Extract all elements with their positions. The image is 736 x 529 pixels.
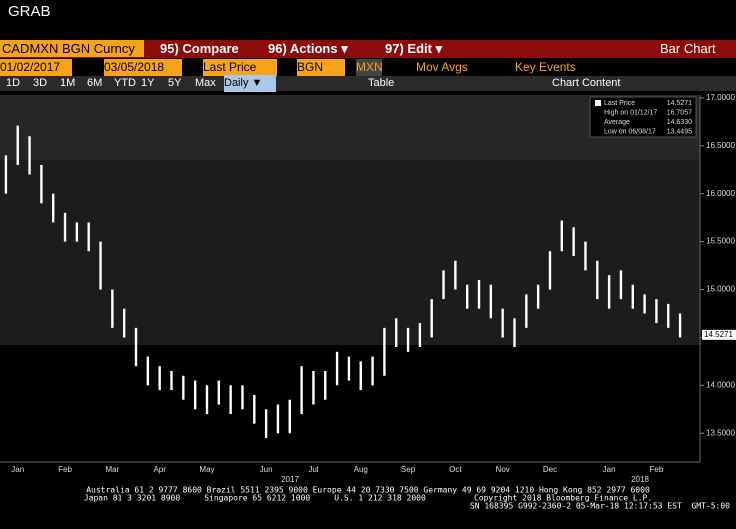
chart-kind: Bar Chart [660,41,716,56]
x-tick-label: Sep [401,465,416,474]
key-events[interactable]: Key Events [515,60,576,74]
y-tick-label: 13.5000 [706,428,735,437]
chart-content-button[interactable]: Chart Content [552,77,621,89]
source-field[interactable]: BGN [297,59,345,76]
y-tick-label: 16.5000 [706,141,735,150]
last-price-tag [702,329,736,340]
footer-line: Japan 81 3 3201 8900 Singapore 65 6212 1… [84,494,652,503]
menu-bar [0,40,736,58]
legend-box [589,96,697,138]
x-tick-label: May [199,465,214,474]
legend-value: 13.4495 [667,128,692,135]
legend-label: High on 01/12/17 [604,109,657,116]
x-tick-label: Jan [603,465,616,474]
x-tick-label: Oct [449,465,462,474]
x-tick-label: Mar [105,465,119,474]
edit-button[interactable]: 97) Edit ▾ [385,41,443,56]
end-date[interactable]: 03/05/2018 [104,59,182,76]
security-field[interactable]: CADMXN BGN Curncy [0,40,144,57]
currency-field[interactable]: MXN [356,59,383,76]
x-tick-label: Nov [496,465,510,474]
table-button[interactable]: Table [368,77,395,89]
last-price-label: 14.5271 [704,330,733,339]
start-date[interactable]: 01/02/2017 [0,59,72,76]
legend-label: Last Price [604,100,635,107]
actions-button[interactable]: 96) Actions ▾ [268,41,348,56]
mov-avgs[interactable]: Mov Avgs [416,60,468,74]
x-tick-label: Dec [543,465,557,474]
period-button[interactable]: 5Y [168,77,182,89]
period-bar [0,76,736,91]
period-button[interactable]: 6M [87,77,103,89]
footer-line: Australia 61 2 9777 8600 Brazil 5511 239… [86,486,650,495]
period-button[interactable]: 3D [33,77,48,89]
footer-line: SN 168395 G992-2360-2 05-Mar-18 12:17:53… [470,502,730,511]
frequency-select[interactable]: Daily ▼ [224,75,276,92]
legend-swatch [595,100,601,106]
y-tick-label: 17.0000 [706,93,735,102]
y-tick-label: 15.5000 [706,237,735,246]
band [0,160,700,345]
legend-value: 16.7057 [667,109,692,116]
x-tick-label: Aug [354,465,368,474]
period-button[interactable]: 1D [6,77,21,89]
x-tick-label: Apr [153,465,166,474]
legend-label: Low on 06/08/17 [604,128,656,135]
x-tick-label: Jul [308,465,318,474]
window-title: GRAB [8,3,51,20]
band [0,95,700,160]
legend-value: 14.5271 [667,100,692,107]
y-tick-label: 14.0000 [706,380,735,389]
legend-value: 14.6330 [667,119,692,126]
legend-label: Average [604,119,630,126]
x-tick-label: Feb [58,465,72,474]
field-select[interactable]: Last Price [203,59,277,76]
period-button[interactable]: 1Y [141,77,155,89]
x-tick-label: Feb [650,465,664,474]
period-button[interactable]: YTD [114,77,136,89]
period-button[interactable]: 1M [60,77,76,89]
year-label: 2017 [281,475,299,484]
y-tick-label: 15.0000 [706,285,735,294]
period-button[interactable]: Max [195,77,216,89]
compare-button[interactable]: 95) Compare [160,41,239,56]
x-tick-label: Jan [11,465,24,474]
x-tick-label: Jun [260,465,273,474]
year-label: 2018 [631,475,649,484]
y-tick-label: 16.0000 [706,189,735,198]
